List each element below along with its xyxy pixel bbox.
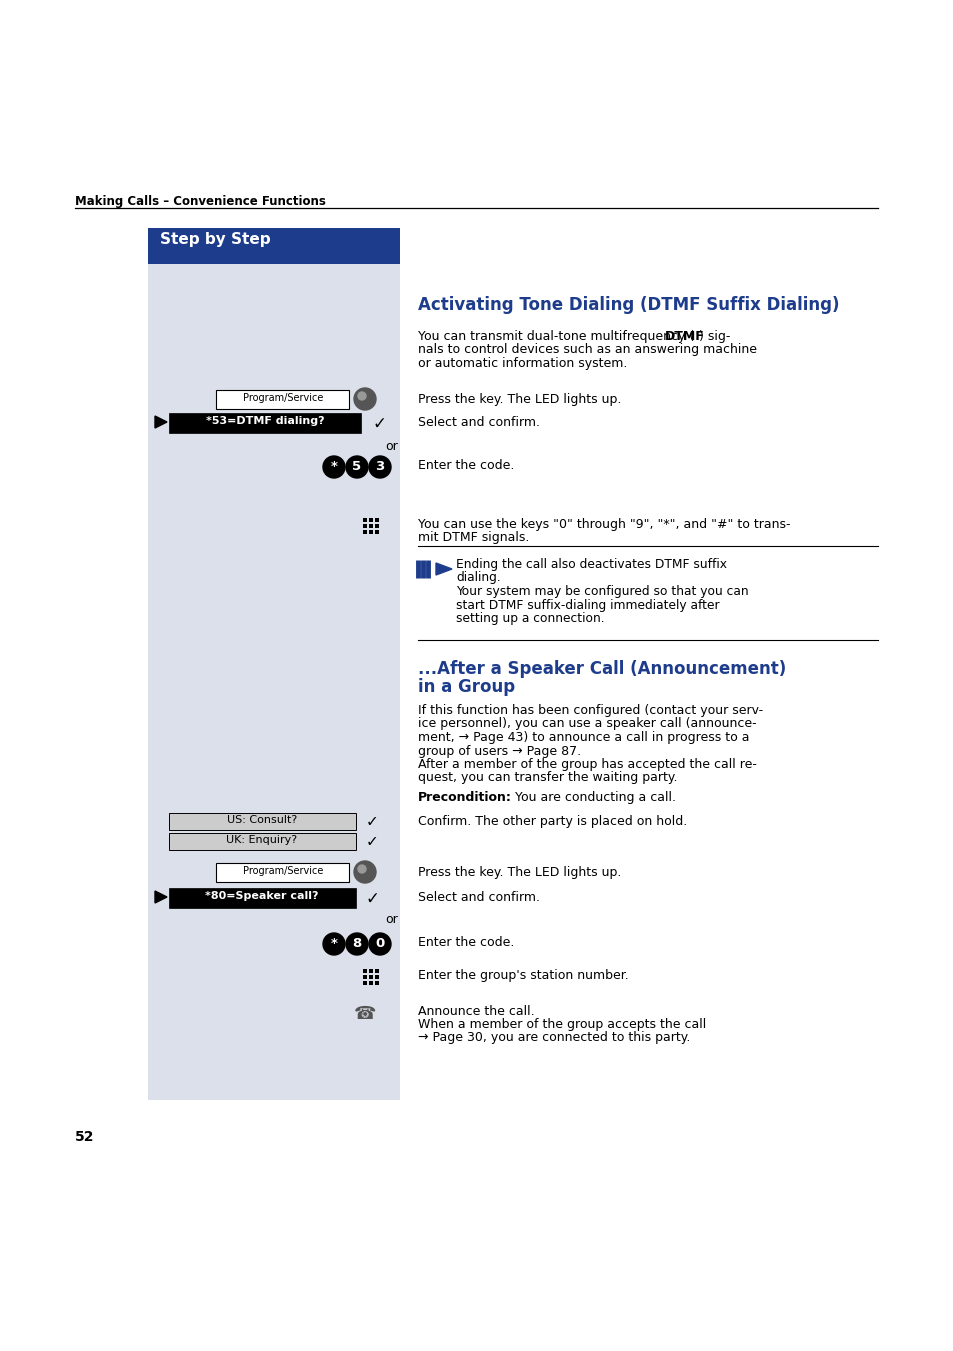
FancyBboxPatch shape xyxy=(369,517,373,521)
FancyBboxPatch shape xyxy=(148,228,399,1100)
FancyBboxPatch shape xyxy=(169,813,355,830)
FancyBboxPatch shape xyxy=(216,862,349,881)
Text: ✓: ✓ xyxy=(366,815,378,830)
Circle shape xyxy=(346,457,368,478)
Text: You can use the keys "0" through "9", "*", and "#" to trans-: You can use the keys "0" through "9", "*… xyxy=(417,517,790,531)
FancyBboxPatch shape xyxy=(369,975,373,979)
Circle shape xyxy=(357,865,366,873)
Text: When a member of the group accepts the call: When a member of the group accepts the c… xyxy=(417,1019,705,1031)
Text: 5: 5 xyxy=(352,459,361,473)
Text: Enter the code.: Enter the code. xyxy=(417,459,514,471)
FancyBboxPatch shape xyxy=(363,975,367,979)
Text: *: * xyxy=(331,938,337,950)
Polygon shape xyxy=(154,892,167,902)
Text: After a member of the group has accepted the call re-: After a member of the group has accepted… xyxy=(417,758,756,771)
FancyBboxPatch shape xyxy=(375,517,378,521)
Text: setting up a connection.: setting up a connection. xyxy=(456,612,604,626)
Text: ✓: ✓ xyxy=(373,415,387,434)
Text: → Page 30, you are connected to this party.: → Page 30, you are connected to this par… xyxy=(417,1031,690,1044)
FancyBboxPatch shape xyxy=(369,981,373,985)
Text: *80=Speaker call?: *80=Speaker call? xyxy=(205,892,318,901)
Text: ✓: ✓ xyxy=(366,834,378,848)
Text: Announce the call.: Announce the call. xyxy=(417,1005,534,1019)
Circle shape xyxy=(323,457,345,478)
FancyBboxPatch shape xyxy=(375,975,378,979)
FancyBboxPatch shape xyxy=(375,524,378,528)
Text: 52: 52 xyxy=(75,1129,94,1144)
FancyBboxPatch shape xyxy=(216,389,349,408)
Text: nals to control devices such as an answering machine: nals to control devices such as an answe… xyxy=(417,343,757,357)
FancyBboxPatch shape xyxy=(169,413,360,434)
Circle shape xyxy=(369,457,391,478)
Text: Confirm. The other party is placed on hold.: Confirm. The other party is placed on ho… xyxy=(417,815,686,828)
Text: Precondition:: Precondition: xyxy=(417,790,512,804)
Text: quest, you can transfer the waiting party.: quest, you can transfer the waiting part… xyxy=(417,771,677,785)
Text: If this function has been configured (contact your serv-: If this function has been configured (co… xyxy=(417,704,762,717)
FancyBboxPatch shape xyxy=(148,228,399,263)
Circle shape xyxy=(354,861,375,884)
Text: 0: 0 xyxy=(375,938,384,950)
Text: in a Group: in a Group xyxy=(417,678,515,696)
Text: Select and confirm.: Select and confirm. xyxy=(417,892,539,904)
Text: *: * xyxy=(331,459,337,473)
Text: ✓: ✓ xyxy=(366,890,379,908)
Text: start DTMF suffix-dialing immediately after: start DTMF suffix-dialing immediately af… xyxy=(456,598,719,612)
Text: DTMF: DTMF xyxy=(664,330,704,343)
Text: ice personnel), you can use a speaker call (announce-: ice personnel), you can use a speaker ca… xyxy=(417,717,756,731)
Text: 8: 8 xyxy=(352,938,361,950)
Text: Ending the call also deactivates DTMF suffix: Ending the call also deactivates DTMF su… xyxy=(456,558,726,571)
FancyBboxPatch shape xyxy=(375,530,378,534)
Circle shape xyxy=(346,934,368,955)
Text: dialing.: dialing. xyxy=(456,571,500,585)
Text: US: Consult?: US: Consult? xyxy=(227,815,296,825)
FancyBboxPatch shape xyxy=(363,524,367,528)
FancyBboxPatch shape xyxy=(363,969,367,973)
Text: UK: Enquiry?: UK: Enquiry? xyxy=(226,835,297,844)
Text: Press the key. The LED lights up.: Press the key. The LED lights up. xyxy=(417,393,620,407)
FancyBboxPatch shape xyxy=(363,981,367,985)
Text: or: or xyxy=(385,913,397,925)
Text: ☎: ☎ xyxy=(354,1005,375,1023)
Text: Your system may be configured so that you can: Your system may be configured so that yo… xyxy=(456,585,748,598)
Text: Press the key. The LED lights up.: Press the key. The LED lights up. xyxy=(417,866,620,880)
Circle shape xyxy=(354,388,375,409)
Text: Program/Service: Program/Service xyxy=(243,866,323,875)
FancyBboxPatch shape xyxy=(169,834,355,850)
Text: ) sig-: ) sig- xyxy=(699,330,730,343)
Circle shape xyxy=(369,934,391,955)
Text: Select and confirm.: Select and confirm. xyxy=(417,416,539,430)
Text: Program/Service: Program/Service xyxy=(243,393,323,403)
FancyBboxPatch shape xyxy=(375,969,378,973)
Circle shape xyxy=(323,934,345,955)
FancyBboxPatch shape xyxy=(363,530,367,534)
Text: mit DTMF signals.: mit DTMF signals. xyxy=(417,531,529,544)
Text: You can transmit dual-tone multifrequency (: You can transmit dual-tone multifrequenc… xyxy=(417,330,694,343)
FancyBboxPatch shape xyxy=(169,888,355,908)
Text: Enter the code.: Enter the code. xyxy=(417,936,514,948)
Text: Step by Step: Step by Step xyxy=(160,232,271,247)
Text: You are conducting a call.: You are conducting a call. xyxy=(511,790,676,804)
Polygon shape xyxy=(436,563,452,576)
FancyBboxPatch shape xyxy=(369,969,373,973)
Circle shape xyxy=(357,392,366,400)
Text: ...After a Speaker Call (Announcement): ...After a Speaker Call (Announcement) xyxy=(417,661,785,678)
Text: Enter the group's station number.: Enter the group's station number. xyxy=(417,969,628,982)
Text: ment, → Page 43) to announce a call in progress to a: ment, → Page 43) to announce a call in p… xyxy=(417,731,749,744)
FancyBboxPatch shape xyxy=(375,981,378,985)
Text: or: or xyxy=(385,440,397,453)
Text: *53=DTMF dialing?: *53=DTMF dialing? xyxy=(206,416,324,426)
FancyBboxPatch shape xyxy=(363,517,367,521)
Text: 3: 3 xyxy=(375,459,384,473)
Text: group of users → Page 87.: group of users → Page 87. xyxy=(417,744,580,758)
Polygon shape xyxy=(154,416,167,428)
Text: Activating Tone Dialing (DTMF Suffix Dialing): Activating Tone Dialing (DTMF Suffix Dia… xyxy=(417,296,839,313)
FancyBboxPatch shape xyxy=(369,530,373,534)
FancyBboxPatch shape xyxy=(369,524,373,528)
Text: Making Calls – Convenience Functions: Making Calls – Convenience Functions xyxy=(75,195,326,208)
Text: or automatic information system.: or automatic information system. xyxy=(417,357,627,370)
